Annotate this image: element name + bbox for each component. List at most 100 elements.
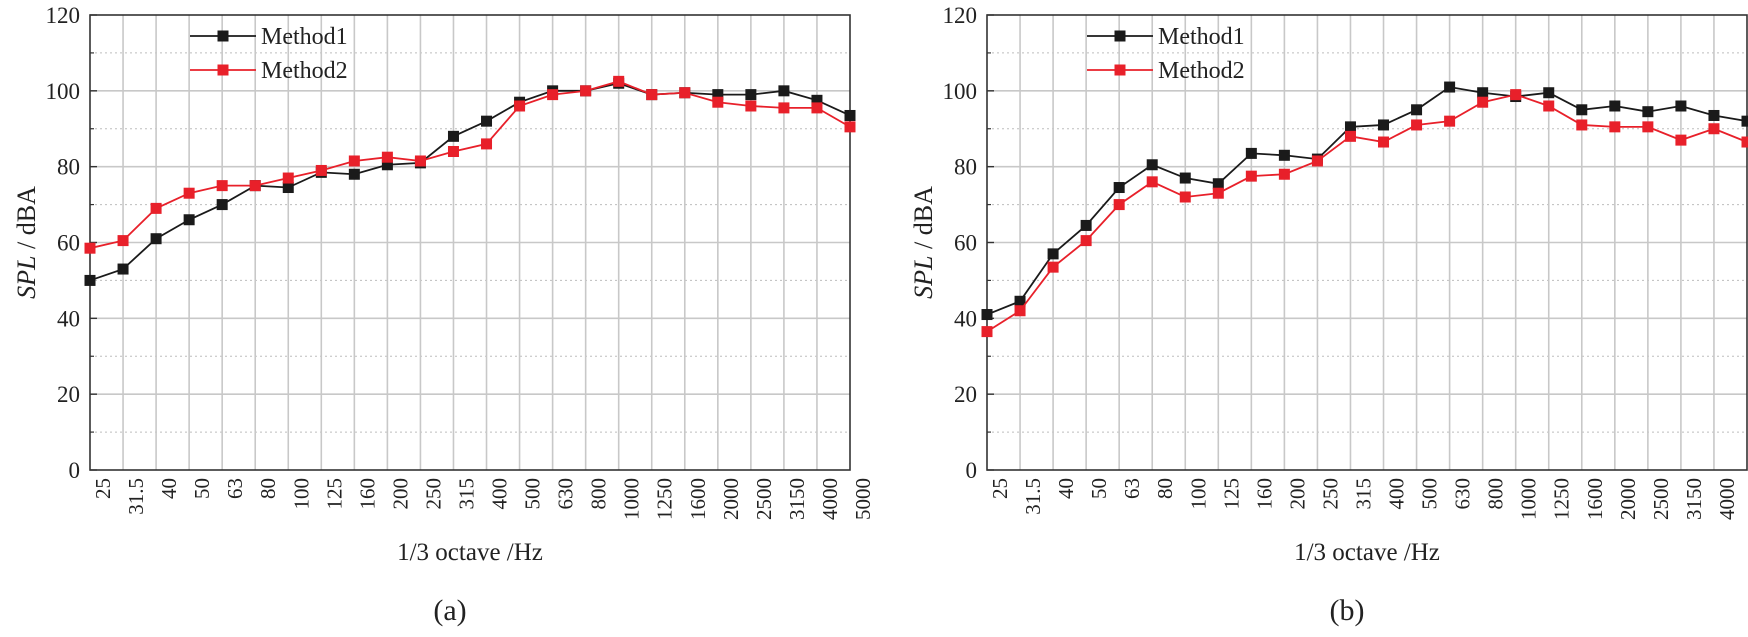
- y-tick-label: 0: [69, 458, 81, 483]
- series-line-method1: [89, 82, 851, 282]
- data-point-method2: [282, 172, 294, 184]
- data-point-method2: [1642, 121, 1654, 133]
- legend-label: Method2: [1158, 58, 1245, 84]
- data-point-method1: [447, 130, 459, 142]
- data-point-method2: [679, 87, 691, 99]
- y-axis-label-italic: SPL: [909, 256, 938, 299]
- series-line-method2: [89, 80, 851, 250]
- chart-panel-b: 0 20 40 60 80 100 120 25 31.5 40 50 63 80 100 125 160 20…: [909, 3, 1748, 627]
- data-point-method1: [745, 89, 757, 101]
- data-point-method1: [1179, 172, 1191, 184]
- x-tick-label: 4000: [818, 478, 842, 520]
- data-point-method1: [348, 168, 360, 180]
- data-point-method2: [745, 100, 757, 112]
- legend-label: Method2: [261, 58, 348, 84]
- legend-marker: [217, 30, 229, 42]
- data-point-method2: [1113, 199, 1125, 211]
- data-point-method2: [1080, 235, 1092, 247]
- data-point-method2: [778, 102, 790, 114]
- x-tick-label: 80: [256, 478, 280, 499]
- data-point-method1: [1411, 104, 1423, 116]
- data-point-method1: [183, 214, 195, 226]
- data-point-method1: [1675, 100, 1687, 112]
- x-tick-label: 25: [91, 478, 115, 499]
- data-point-method2: [1444, 115, 1456, 127]
- x-tick-label: 40: [157, 478, 181, 499]
- x-tick-label: 100: [289, 478, 313, 510]
- data-point-method2: [1146, 176, 1158, 188]
- series-line-method2: [986, 93, 1748, 333]
- x-tick-label: 1000: [620, 478, 644, 520]
- y-tick-label: 100: [943, 79, 978, 104]
- x-axis-label: 1/3 octave /Hz: [1294, 539, 1440, 566]
- x-tick-label: 315: [454, 478, 478, 510]
- x-tick-label: 160: [1252, 478, 1276, 510]
- data-point-method2: [84, 242, 96, 254]
- series-line-method1: [986, 86, 1748, 316]
- x-tick-label: 800: [587, 478, 611, 510]
- data-point-method2: [712, 96, 724, 108]
- data-point-method2: [249, 180, 261, 192]
- y-tick-label: 60: [57, 231, 80, 256]
- panel-label: (b): [1330, 594, 1365, 627]
- x-tick-label: 1250: [653, 478, 677, 520]
- data-point-method2: [1741, 136, 1748, 148]
- x-tick-label: 800: [1484, 478, 1508, 510]
- data-point-method2: [514, 100, 526, 112]
- data-point-method2: [1344, 130, 1356, 142]
- x-tick-label: 160: [355, 478, 379, 510]
- x-tick-label: 500: [1418, 478, 1442, 510]
- data-point-method1: [1047, 248, 1059, 260]
- x-tick-label: 2500: [752, 478, 776, 520]
- x-tick-label: 2500: [1649, 478, 1673, 520]
- data-point-method1: [1378, 119, 1390, 131]
- data-point-method2: [1576, 119, 1588, 131]
- data-point-method1: [1642, 106, 1654, 118]
- data-point-method1: [150, 233, 162, 245]
- x-tick-label: 63: [223, 478, 247, 499]
- panel-label: (a): [433, 594, 466, 627]
- data-point-method1: [381, 159, 393, 171]
- y-tick-label: 80: [57, 155, 80, 180]
- data-point-method2: [348, 155, 360, 167]
- y-tick-label: 20: [57, 382, 80, 407]
- x-tick-label: 400: [488, 478, 512, 510]
- legend-label: Method1: [261, 24, 348, 50]
- x-tick-label: 315: [1351, 478, 1375, 510]
- data-point-method2: [1543, 100, 1555, 112]
- x-tick-label: 25: [988, 478, 1012, 499]
- x-tick-label: 250: [1318, 478, 1342, 510]
- data-point-method1: [981, 309, 993, 321]
- data-point-method2: [216, 180, 228, 192]
- data-point-method2: [1014, 305, 1026, 317]
- data-point-method1: [778, 85, 790, 97]
- legend-marker: [217, 64, 229, 76]
- y-tick-label: 120: [46, 3, 81, 28]
- y-tick-label: 40: [954, 306, 977, 331]
- data-point-method2: [315, 164, 327, 176]
- data-point-method1: [481, 115, 493, 127]
- data-point-method1: [1741, 115, 1748, 127]
- x-tick-label: 31.5: [124, 478, 148, 515]
- x-tick-label: 1000: [1517, 478, 1541, 520]
- x-tick-label: 200: [1285, 478, 1309, 510]
- legend-marker: [1114, 30, 1126, 42]
- data-point-method2: [117, 235, 129, 247]
- legend-marker: [1114, 64, 1126, 76]
- data-point-method2: [1675, 134, 1687, 146]
- data-point-method2: [481, 138, 493, 150]
- data-point-method2: [811, 102, 823, 114]
- y-axis-label: SPL / dBA: [12, 186, 41, 299]
- data-point-method2: [447, 146, 459, 157]
- x-tick-label: 1600: [686, 478, 710, 520]
- y-axis-label-italic: SPL: [12, 256, 41, 299]
- data-point-method2: [1477, 96, 1489, 108]
- x-tick-label: 1250: [1550, 478, 1574, 520]
- data-point-method2: [547, 89, 559, 101]
- data-point-method2: [150, 202, 162, 214]
- data-point-method1: [282, 182, 294, 194]
- data-point-method2: [1708, 123, 1720, 135]
- data-point-method1: [1146, 159, 1158, 171]
- chart-panel-a: 0 20 40 60 80 100 120 25 31.5 40 50 63 80 100 125 160 20…: [12, 3, 875, 627]
- x-tick-label: 31.5: [1021, 478, 1045, 515]
